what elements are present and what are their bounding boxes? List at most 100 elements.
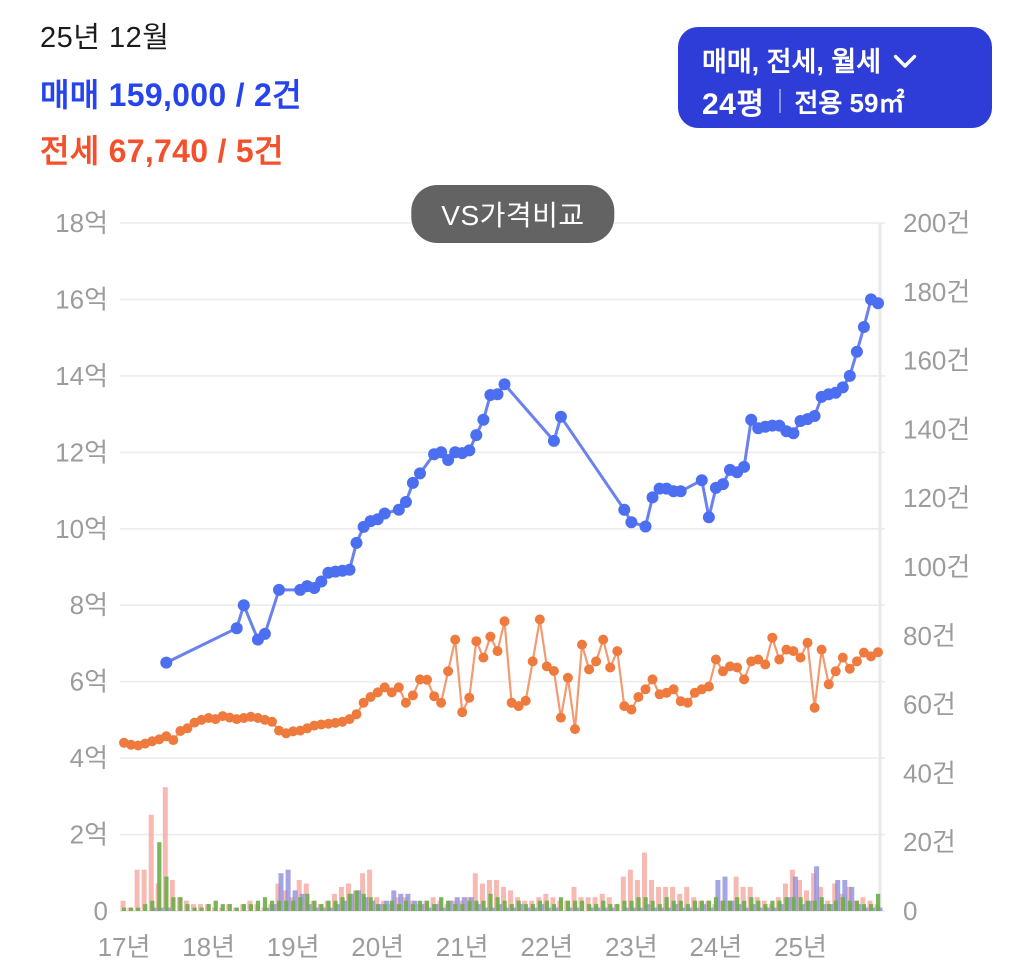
jeonse-price-line-point (182, 723, 193, 734)
volume-bar (516, 900, 521, 911)
volume-bar (333, 900, 338, 911)
volume-bar (312, 900, 317, 911)
jeonse-price-line-point (640, 684, 651, 695)
volume-bar (241, 904, 246, 911)
volume-bar (389, 900, 394, 911)
jeonse-price-line-point (844, 663, 855, 674)
volume-bar (270, 900, 275, 911)
volume-bar (571, 886, 577, 911)
price-axis-tick: 0 (94, 896, 108, 926)
sale-price-line-point (850, 345, 863, 358)
volume-bar (523, 904, 528, 911)
sale-price-line-point (258, 627, 271, 640)
volume-bar (501, 886, 506, 911)
pyeong-label: 24평 (702, 88, 765, 121)
volume-bar (615, 904, 620, 911)
sale-price-line-point (745, 413, 758, 426)
volume-bar (198, 904, 203, 911)
sale-price-line-point (230, 622, 243, 635)
volume-bar (206, 904, 211, 911)
jeonse-price-line-point (450, 634, 461, 645)
x-axis-tick: 22년 (520, 932, 573, 962)
volume-bar (141, 869, 147, 911)
x-axis-tick: 20년 (351, 932, 404, 962)
volume-bar (692, 900, 697, 911)
volume-bar (678, 900, 683, 911)
price-axis-tick: 12억 (55, 437, 108, 467)
volume-bar (876, 893, 881, 911)
volume-bar (721, 900, 726, 911)
volume-bar (508, 890, 514, 911)
volume-bar (479, 883, 485, 911)
jeonse-price-line-point (816, 644, 827, 655)
x-axis-tick: 23년 (605, 932, 658, 962)
volume-axis-tick: 200건 (903, 208, 970, 238)
volume-bar (763, 904, 768, 911)
jeonse-price-line-point (753, 654, 764, 665)
volume-bar (298, 897, 303, 911)
volume-bar (685, 904, 690, 911)
volume-bar (192, 907, 197, 911)
jeonse-price-line-point (372, 687, 383, 698)
volume-bar (494, 880, 499, 911)
volume-bar (551, 904, 557, 911)
sale-price-line-point (702, 511, 715, 524)
jeonse-price-line-point (386, 687, 397, 698)
volume-bar (642, 852, 647, 911)
sale-price-line-point (498, 378, 511, 391)
jeonse-price-line-point (837, 652, 848, 663)
sale-price-line-point (406, 476, 419, 489)
jeonse-price-line-point (830, 666, 841, 677)
jeonse-price-line-point (344, 714, 355, 725)
volume-bar (488, 893, 493, 911)
volume-bar (472, 873, 478, 911)
jeonse-price-line-point (591, 656, 602, 667)
volume-bar (622, 900, 627, 911)
jeonse-price-line-point (464, 692, 475, 703)
volume-bar (770, 900, 775, 911)
volume-bar (573, 900, 578, 911)
sale-price-line-point (738, 460, 751, 473)
volume-bar (544, 900, 549, 911)
chart-title-pill: VS가격비교 (411, 185, 615, 243)
sale-price-line-point (639, 520, 652, 533)
price-axis-tick: 4억 (70, 743, 108, 773)
volume-bar (439, 897, 444, 911)
price-axis-tick: 16억 (55, 284, 108, 314)
volume-bar (296, 880, 302, 911)
volume-bar (375, 904, 380, 911)
volume-bar (826, 904, 831, 911)
volume-bar (629, 900, 634, 911)
volume-bar (835, 880, 841, 911)
jeonse-price-line-point (541, 661, 552, 672)
volume-bar (178, 897, 183, 911)
sale-price-line-point (378, 507, 391, 520)
volume-bar (805, 900, 810, 911)
price-axis-tick: 6억 (70, 667, 108, 697)
x-axis-tick: 19년 (267, 932, 320, 962)
jeonse-price-line (119, 614, 883, 751)
volume-bar (636, 897, 641, 911)
filter-button[interactable]: 매매, 전세, 월세 24평 전용 59㎡ (678, 27, 992, 128)
volume-bar (756, 900, 761, 911)
jeonse-price-line-point (555, 712, 566, 723)
volume-bar (792, 876, 798, 911)
volume-axis-tick: 60건 (903, 690, 956, 720)
volume-bar (565, 900, 571, 911)
volume-bar (670, 886, 676, 911)
sale-price-line-point (547, 434, 560, 447)
volume-bars (120, 787, 883, 911)
volume-bar (854, 900, 860, 911)
volume-bar (649, 880, 654, 911)
jeonse-price-line-point (513, 701, 524, 712)
volume-axis-tick: 40건 (903, 758, 956, 788)
volume-bar (842, 880, 848, 911)
volume-bar (278, 873, 284, 911)
jeonse-price-line-point (351, 709, 362, 720)
sale-price-line-point (843, 369, 856, 382)
jeonse-price-line-point (520, 695, 531, 706)
volume-bar (220, 904, 225, 911)
volume-bar (285, 869, 291, 911)
매매-volume-bars (120, 787, 880, 911)
